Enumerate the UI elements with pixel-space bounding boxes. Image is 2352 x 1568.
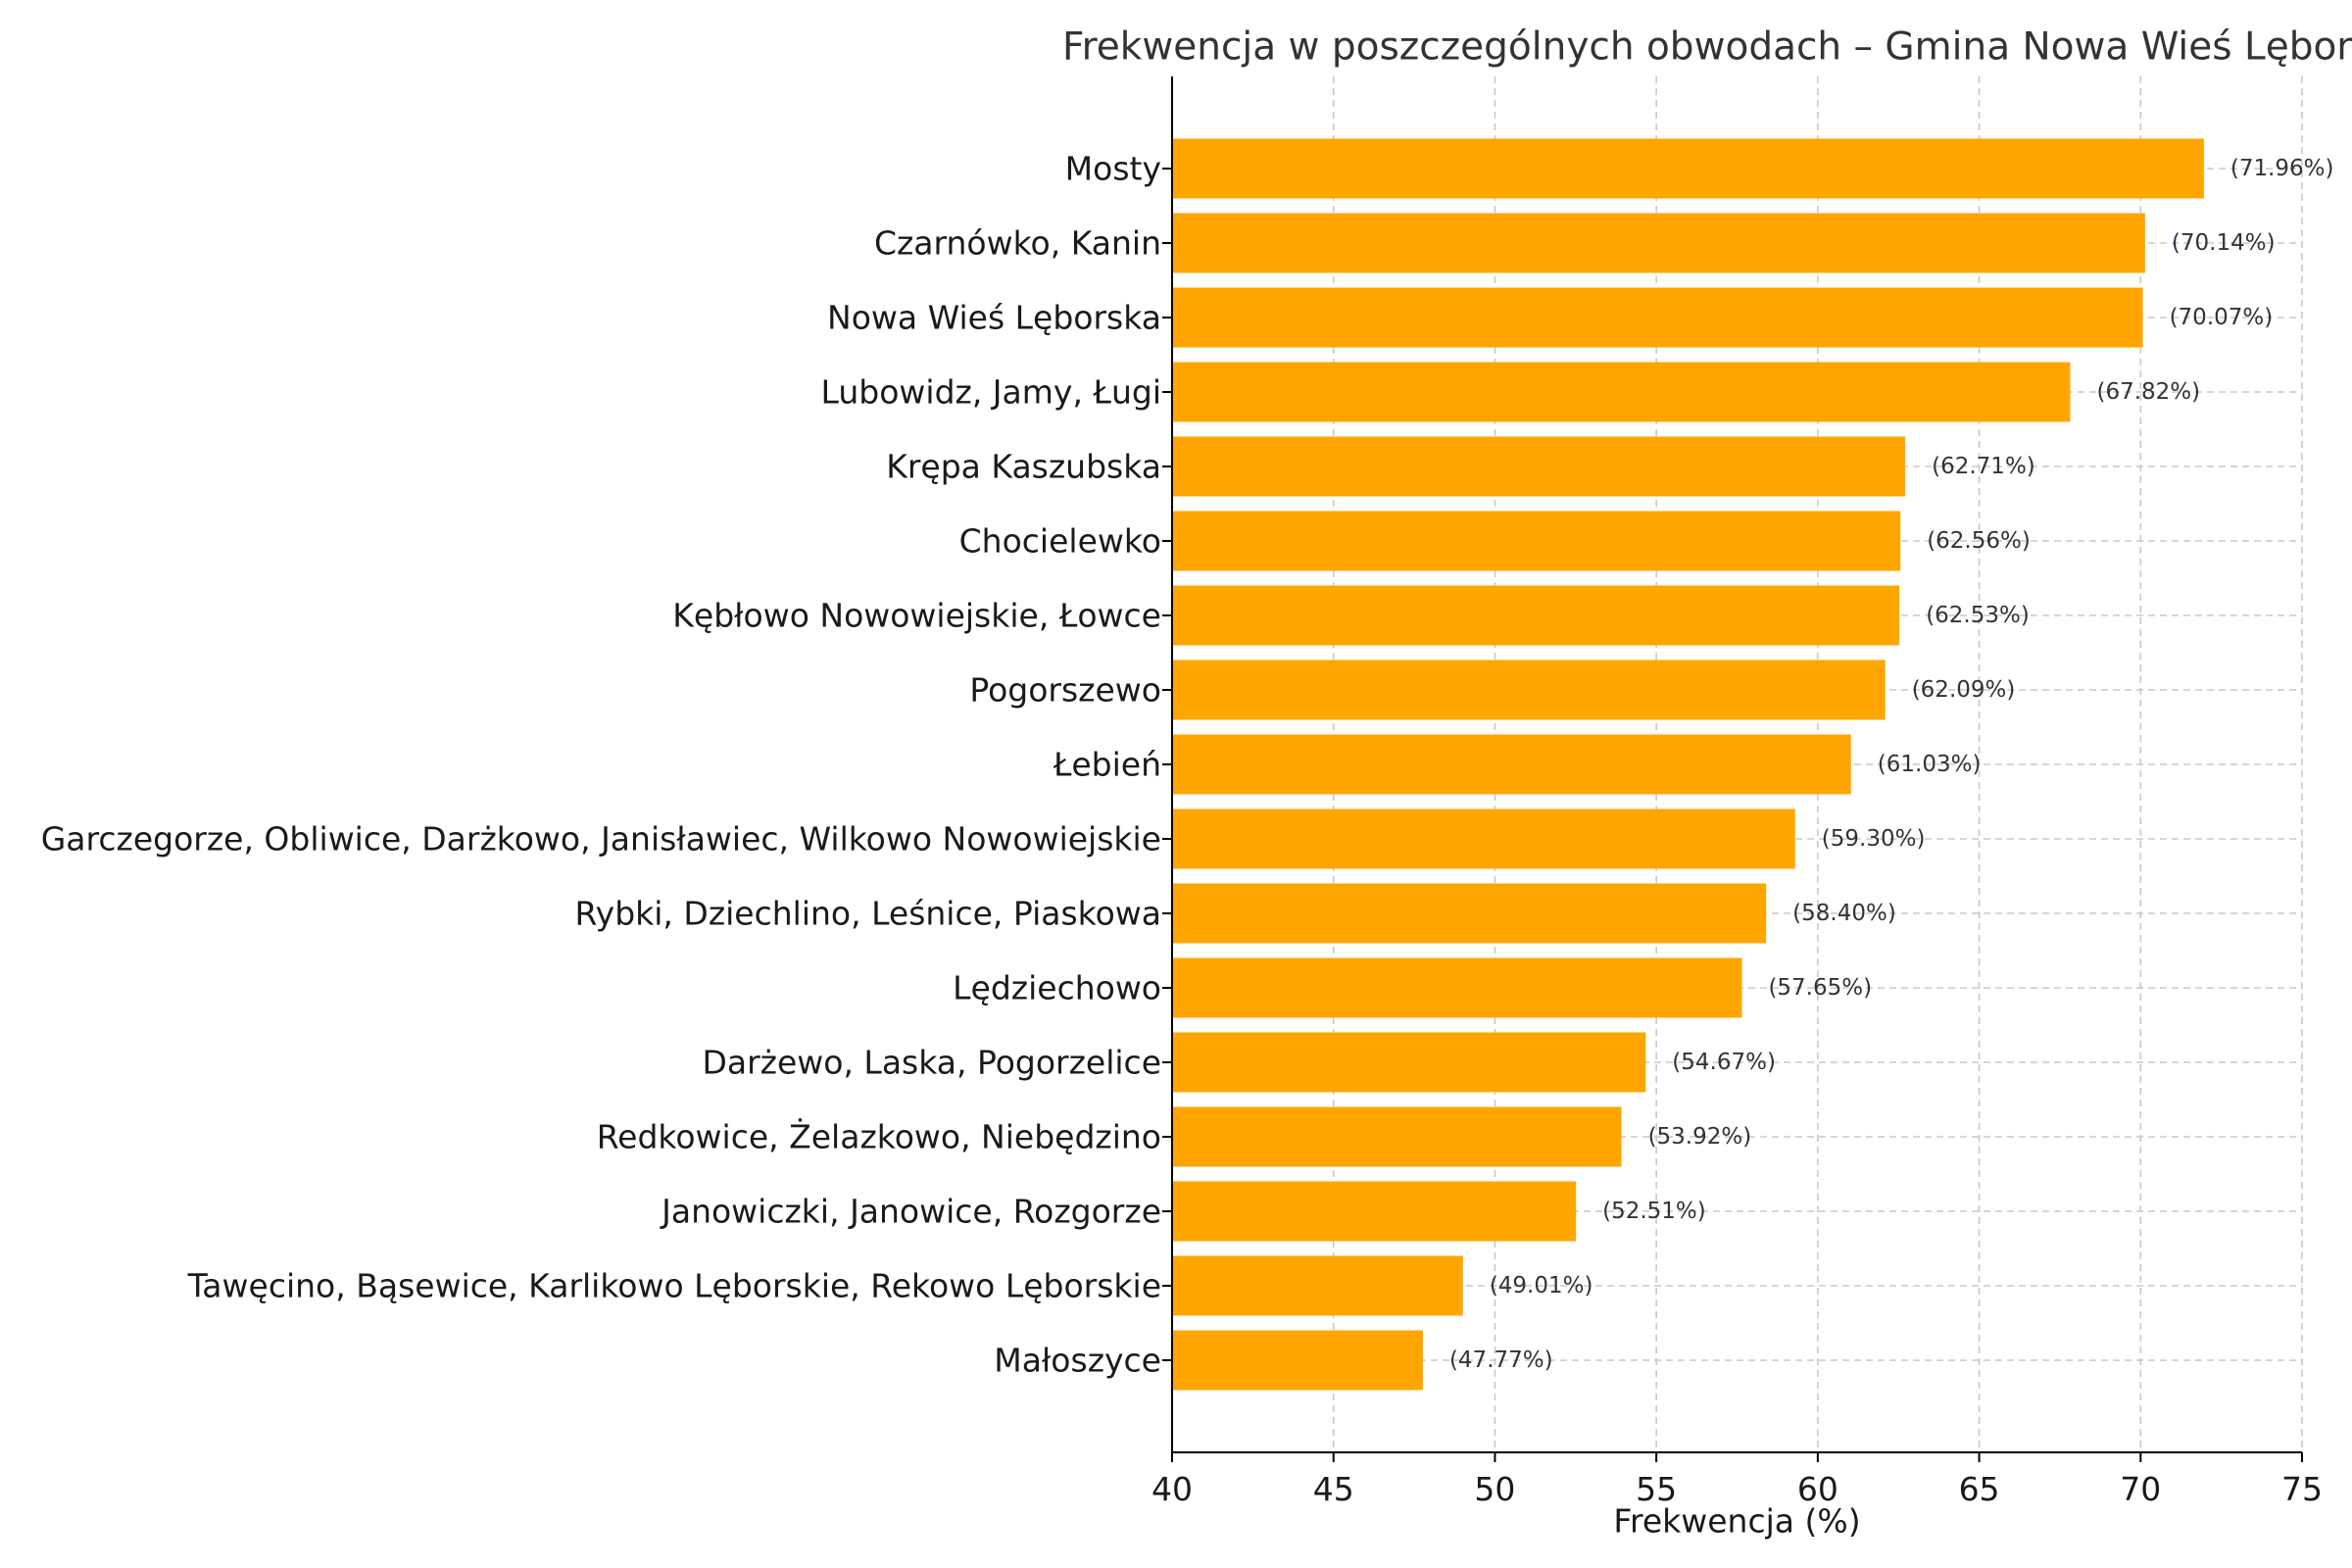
chart-title: Frekwencja w poszczególnych obwodach – G… <box>1062 25 2352 70</box>
x-tick-label: 65 <box>1959 1470 2000 1508</box>
bar <box>1172 362 2071 422</box>
category-label: Chocielewko <box>959 522 1161 561</box>
data-label: (70.07%) <box>2170 305 2274 330</box>
x-tick-label: 60 <box>1797 1470 1838 1508</box>
category-labels: Mosty Czarnówko, Kanin Nowa Wieś Lęborska L… <box>41 150 1172 1380</box>
data-label: (67.82%) <box>2096 379 2200 405</box>
category-label: Małoszyce <box>994 1342 1161 1380</box>
x-tick-label: 70 <box>2120 1470 2161 1508</box>
category-label: Darżewo, Laska, Pogorzelice <box>702 1044 1161 1082</box>
category-label: Łebień <box>1053 746 1161 784</box>
bar <box>1172 883 1767 944</box>
bar <box>1172 734 1851 795</box>
category-label: Tawęcino, Bąsewice, Karlikowo Lęborskie,… <box>187 1267 1161 1305</box>
bar <box>1172 1255 1463 1316</box>
x-tick-label: 55 <box>1636 1470 1677 1508</box>
data-label: (62.71%) <box>1932 454 2035 479</box>
x-tick-label: 50 <box>1474 1470 1515 1508</box>
data-labels: (71.96%) (70.14%) (70.07%) (67.82%) (62.71%)… <box>1449 156 2334 1373</box>
bar <box>1172 660 1886 720</box>
data-label: (54.67%) <box>1672 1050 1776 1075</box>
category-label: Lubowidz, Jamy, Ługi <box>821 373 1161 412</box>
bar <box>1172 138 2204 199</box>
data-label: (62.09%) <box>1912 677 2016 703</box>
data-label: (52.51%) <box>1602 1199 1706 1224</box>
category-label: Kębłowo Nowowiejskie, Łowce <box>672 597 1161 635</box>
data-label: (71.96%) <box>2230 156 2334 181</box>
bar <box>1172 1330 1423 1391</box>
bar <box>1172 1106 1622 1167</box>
data-label: (61.03%) <box>1878 752 1982 777</box>
x-tick-label: 75 <box>2281 1470 2323 1508</box>
bar <box>1172 1181 1577 1242</box>
bar <box>1172 436 1906 497</box>
x-tick-label: 45 <box>1313 1470 1354 1508</box>
bar <box>1172 287 2143 348</box>
category-label: Redkowice, Żelazkowo, Niebędzino <box>597 1118 1161 1156</box>
bar <box>1172 213 2145 273</box>
data-label: (59.30%) <box>1822 826 1926 852</box>
data-label: (57.65%) <box>1768 975 1872 1001</box>
data-label: (62.53%) <box>1926 603 2030 628</box>
category-label: Nowa Wieś Lęborska <box>827 299 1161 337</box>
bars <box>1172 138 2204 1391</box>
data-label: (62.56%) <box>1927 528 2031 554</box>
category-label: Krępa Kaszubska <box>886 448 1161 486</box>
bar <box>1172 808 1795 869</box>
bar <box>1172 1032 1646 1093</box>
data-label: (53.92%) <box>1648 1124 1752 1150</box>
category-label: Janowiczki, Janowice, Rozgorze <box>660 1193 1161 1231</box>
category-label: Pogorszewo <box>969 671 1161 710</box>
data-label: (58.40%) <box>1792 901 1896 926</box>
category-label: Garczegorze, Obliwice, Darżkowo, Janisła… <box>41 820 1161 858</box>
bar <box>1172 585 1900 646</box>
category-label: Lędziechowo <box>953 969 1161 1007</box>
x-tick-label: 40 <box>1152 1470 1193 1508</box>
data-label: (70.14%) <box>2172 230 2276 256</box>
data-label: (49.01%) <box>1490 1273 1593 1298</box>
bar <box>1172 957 1742 1018</box>
category-label: Mosty <box>1065 150 1161 188</box>
bar <box>1172 511 1901 571</box>
category-label: Rybki, Dziechlino, Leśnice, Piaskowa <box>575 895 1161 933</box>
x-axis-label: Frekwencja (%) <box>1613 1502 1860 1541</box>
data-label: (47.77%) <box>1449 1348 1553 1373</box>
category-label: Czarnówko, Kanin <box>874 224 1161 263</box>
x-axis-ticks: 40 45 50 55 60 65 70 75 <box>1152 1452 2323 1508</box>
